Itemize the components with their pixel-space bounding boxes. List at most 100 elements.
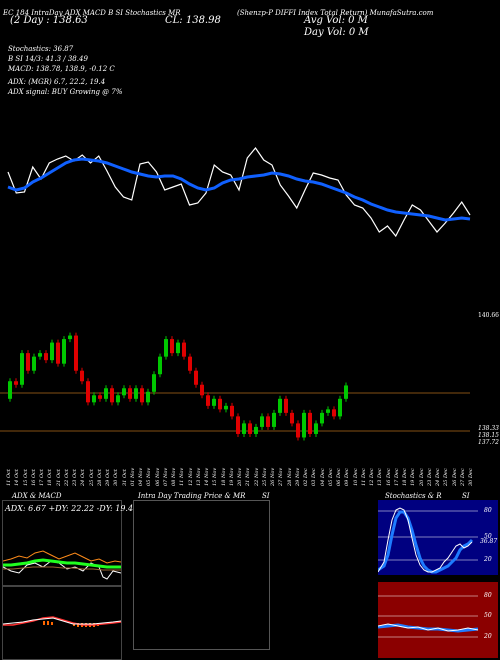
candle xyxy=(206,395,210,406)
adx-readout: ADX: (MGR) 6.7, 22.2, 19.4 xyxy=(8,78,106,86)
date-tick: 11 Oct xyxy=(6,469,12,486)
candle xyxy=(176,342,180,354)
date-tick: 25 Nov xyxy=(261,467,268,486)
candle xyxy=(134,388,138,399)
si-tick-50: 50 xyxy=(484,612,492,619)
candle xyxy=(272,412,276,427)
chart-title: (Shenzp-P DIFFI Index Total Return) Muna… xyxy=(237,9,434,17)
date-tick: 11 Dec xyxy=(360,468,367,486)
date-tick: 27 Nov xyxy=(278,467,285,486)
date-tick: 05 Nov xyxy=(146,467,153,486)
price-label-2: 138.15 xyxy=(478,432,499,439)
candle xyxy=(308,412,312,434)
candle xyxy=(14,381,18,385)
candle xyxy=(242,423,246,434)
date-tick: 20 Dec xyxy=(418,468,425,486)
candle xyxy=(50,342,54,361)
stochastics-panel: 80 50 20 36.87 xyxy=(378,500,498,575)
si-tick-20: 20 xyxy=(484,633,492,640)
date-tick: 04 Dec xyxy=(319,468,326,486)
date-tick: 18 Nov xyxy=(220,467,227,486)
stochastics-lines xyxy=(378,507,478,574)
date-tick: 07 Nov xyxy=(162,467,169,486)
date-tick: 29 Nov xyxy=(294,467,301,486)
candle xyxy=(128,388,132,399)
price-label-top: 140.66 xyxy=(478,312,499,319)
date-tick: 22 Nov xyxy=(253,467,260,486)
date-tick: 28 Oct xyxy=(96,469,103,486)
candle xyxy=(182,342,186,357)
candles xyxy=(8,332,348,441)
candle xyxy=(98,395,102,399)
candle xyxy=(80,370,84,382)
candle xyxy=(62,339,66,364)
candle xyxy=(200,384,204,396)
si-panel: 80 50 20 xyxy=(378,582,498,658)
candle xyxy=(194,370,198,385)
macd-readout: MACD: 138.78, 138.9, -0.12 C xyxy=(8,65,115,73)
candle xyxy=(302,412,306,438)
candle xyxy=(8,381,12,399)
day-volume: Day Vol: 0 M xyxy=(304,27,369,38)
intraday-si-title: SI xyxy=(262,492,270,500)
si-lines xyxy=(378,595,479,638)
candle xyxy=(188,356,192,371)
date-tick: 23 Oct xyxy=(72,469,78,486)
avg-volume: Avg Vol: 0 M xyxy=(304,15,368,26)
candle xyxy=(344,385,348,399)
date-tick: 21 Oct xyxy=(55,469,62,486)
date-tick: 30 Oct xyxy=(113,469,120,486)
overview-chart xyxy=(7,147,471,238)
candle xyxy=(224,405,228,410)
candle xyxy=(56,342,60,364)
date-tick: 19 Dec xyxy=(410,468,417,486)
stochastics-panel-title: Stochastics & R xyxy=(385,492,442,500)
date-tick: 15 Nov xyxy=(212,467,219,486)
date-tick: 25 Dec xyxy=(443,468,450,486)
stochastics-tick-20: 20 xyxy=(484,556,492,563)
date-tick: 17 Oct xyxy=(39,469,45,486)
stochastics-tick-80: 80 xyxy=(484,507,492,514)
intraday-panel-title: Intra Day Trading Price & MR xyxy=(138,492,246,500)
candle xyxy=(164,339,168,357)
date-tick: 24 Dec xyxy=(435,468,441,486)
candle xyxy=(74,335,78,371)
candle xyxy=(170,339,174,354)
date-tick: 14 Oct xyxy=(14,469,21,486)
overview-moving-average-line xyxy=(7,157,471,222)
candle xyxy=(86,381,90,403)
date-tick: 20 Nov xyxy=(237,467,243,486)
candle xyxy=(44,353,48,361)
date-tick: 29 Oct xyxy=(105,469,111,486)
candle xyxy=(152,374,156,392)
date-axis: 11 Oct 14 Oct 15 Oct 16 Oct 17 Oct 18 Oct 21 O… xyxy=(0,450,474,490)
candle xyxy=(284,398,288,413)
date-tick: 10 Dec xyxy=(352,468,359,486)
macd-panel xyxy=(2,586,122,660)
candle xyxy=(110,388,114,403)
candle xyxy=(26,353,30,371)
date-tick: 12 Dec xyxy=(369,468,375,486)
price-label-3: 137.72 xyxy=(478,439,499,446)
source-label: EC 184 IntraDay ADX MACD B SI Stochastic… xyxy=(3,9,181,17)
candle xyxy=(140,388,144,403)
candle xyxy=(218,398,222,410)
candle xyxy=(158,356,162,375)
date-tick: 02 Dec xyxy=(303,468,309,486)
candle xyxy=(92,395,96,403)
adx-panel-title: ADX & MACD xyxy=(12,492,62,500)
date-tick: 23 Dec xyxy=(426,468,433,486)
candlestick-chart xyxy=(0,332,470,441)
candle xyxy=(146,391,150,403)
date-tick: 06 Nov xyxy=(154,467,161,486)
candle xyxy=(266,416,270,427)
date-tick: 25 Oct xyxy=(88,469,95,486)
candle xyxy=(236,416,240,434)
candle xyxy=(260,416,264,427)
candle xyxy=(230,405,234,417)
date-tick: 06 Dec xyxy=(336,468,342,486)
date-tick: 24 Oct xyxy=(80,469,87,486)
adx-panel: ADX: 6.67 +DY: 22.22 -DY: 19.44 xyxy=(2,500,138,586)
date-tick: 22 Oct xyxy=(63,469,70,486)
stochastics-readout: Stochastics: 36.87 xyxy=(8,45,74,53)
